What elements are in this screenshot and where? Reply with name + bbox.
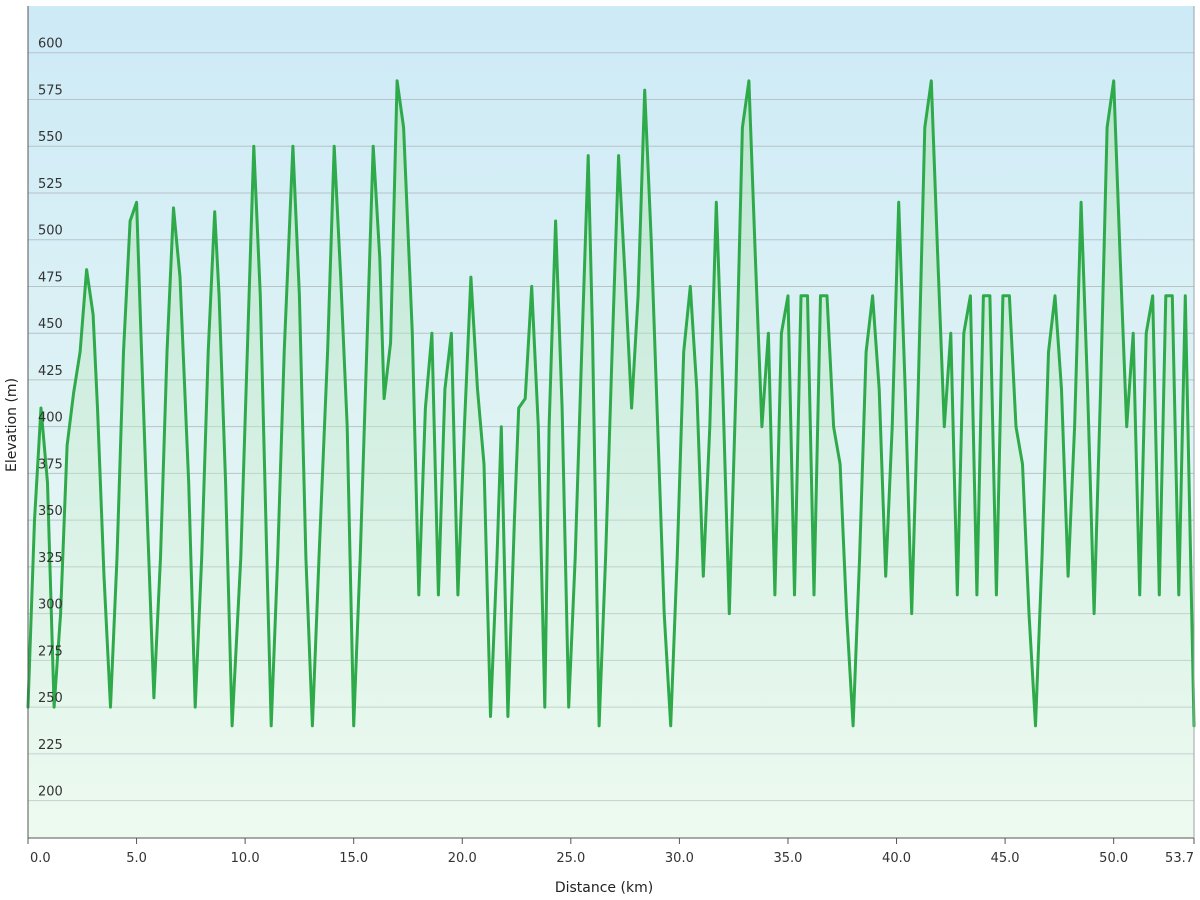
y-tick-375: 375 — [38, 457, 63, 472]
x-tick-8: 40.0 — [882, 851, 911, 866]
y-tick-425: 425 — [38, 364, 63, 379]
x-tick-5: 25.0 — [556, 851, 585, 866]
elevation-area — [28, 80, 1194, 839]
elevation-profile-line-0 — [26, 79, 1196, 728]
y-tick-475: 475 — [38, 270, 63, 285]
y-tick-250: 250 — [38, 691, 63, 706]
y-tick-300: 300 — [38, 598, 63, 613]
x-tick-6: 30.0 — [665, 851, 694, 866]
x-tick-7: 35.0 — [773, 851, 802, 866]
x-tick-11: 53.7 — [1165, 851, 1194, 866]
x-tick-10: 50.0 — [1099, 851, 1128, 866]
x-tick-1: 5.0 — [126, 851, 147, 866]
y-tick-525: 525 — [38, 177, 63, 192]
y-tick-225: 225 — [38, 738, 63, 753]
x-axis-title: Distance (km) — [555, 880, 653, 896]
x-tick-2: 10.0 — [231, 851, 260, 866]
y-axis-title: Elevation (m) — [4, 378, 20, 472]
y-tick-labels: 200 225 250 275 300 325 350 375 400 425 450 475 500 5… — [38, 37, 63, 800]
x-tick-4: 20.0 — [448, 851, 477, 866]
y-tick-400: 400 — [38, 411, 63, 426]
y-tick-550: 550 — [38, 130, 63, 145]
y-tick-350: 350 — [38, 504, 63, 519]
x-tick-9: 45.0 — [991, 851, 1020, 866]
y-tick-200: 200 — [38, 785, 63, 800]
y-tick-275: 275 — [38, 644, 63, 659]
x-tick-3: 15.0 — [339, 851, 368, 866]
elevation-area-fill-0 — [28, 80, 1194, 839]
y-tick-500: 500 — [38, 224, 63, 239]
y-tick-450: 450 — [38, 317, 63, 332]
x-tick-0: 0.0 — [30, 851, 51, 866]
y-tick-575: 575 — [38, 83, 63, 98]
elevation-line — [26, 79, 1196, 728]
y-tick-325: 325 — [38, 551, 63, 566]
x-tick-labels: 0.0 5.0 10.0 15.0 20.0 25.0 30.0 35.0 40.0 45.0 50… — [27, 838, 1195, 866]
y-tick-600: 600 — [38, 37, 63, 52]
